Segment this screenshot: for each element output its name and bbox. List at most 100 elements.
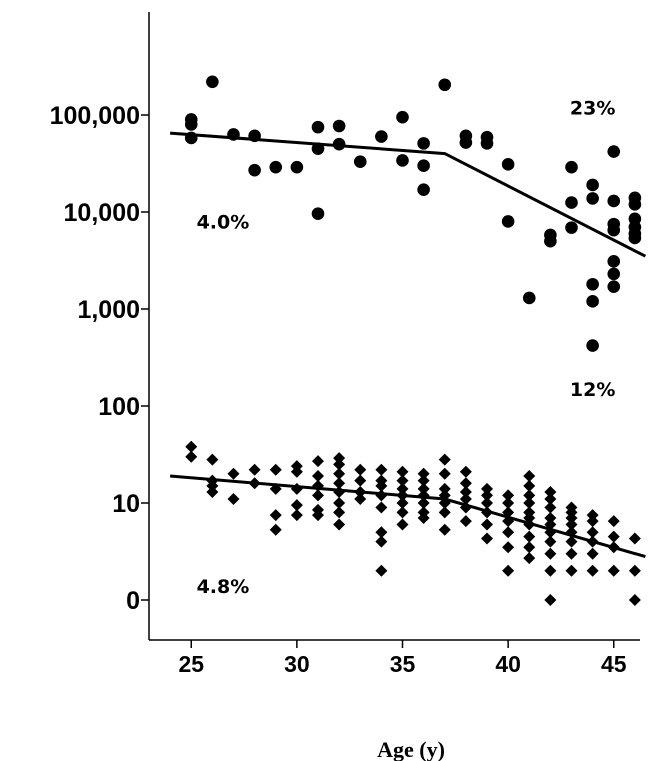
data-point-diamond: [502, 489, 515, 502]
axes: 0 10 100 1,000 10,000 100,000 25 30 35 40 45: [50, 12, 640, 677]
data-point-circle: [607, 145, 621, 158]
data-point-circle: [501, 215, 515, 228]
data-point-circle: [628, 231, 642, 245]
data-point-circle: [607, 280, 621, 293]
data-point-diamond: [607, 530, 620, 543]
series-layer: [169, 75, 647, 606]
data-point-diamond: [333, 452, 346, 465]
data-point-circle: [417, 159, 430, 173]
data-point-diamond: [396, 518, 409, 531]
data-point-diamond: [523, 489, 536, 502]
data-point-diamond: [312, 469, 324, 482]
data-point-diamond: [544, 564, 557, 577]
data-point-diamond: [481, 482, 493, 495]
data-point-diamond: [628, 564, 641, 577]
data-point-circle: [396, 110, 409, 124]
data-point-diamond: [586, 515, 599, 528]
data-point-circle: [522, 291, 536, 305]
data-point-diamond: [459, 485, 472, 498]
data-point-diamond: [290, 509, 303, 522]
data-point-diamond: [544, 594, 557, 606]
data-point-circle: [607, 255, 621, 268]
data-point-diamond: [523, 497, 536, 509]
data-point-circle: [396, 154, 409, 167]
data-point-diamond: [438, 523, 451, 536]
rate-annotation: 12%: [570, 379, 615, 401]
data-point-diamond: [544, 501, 557, 514]
data-point-diamond: [565, 512, 578, 525]
data-point-diamond: [417, 467, 430, 480]
data-point-diamond: [417, 482, 430, 495]
data-point-diamond: [375, 535, 388, 548]
data-point-diamond: [459, 465, 472, 478]
data-point-circle: [565, 160, 578, 174]
data-point-diamond: [586, 564, 599, 577]
data-point-diamond: [586, 509, 599, 522]
data-point-circle: [311, 120, 325, 134]
annotations: 23% 4.0% 12% 4.8%: [197, 97, 616, 598]
data-point-diamond: [396, 474, 409, 487]
data-point-diamond: [502, 526, 515, 539]
data-point-circle: [438, 78, 452, 92]
data-point-circle: [607, 267, 621, 281]
data-point-diamond: [333, 506, 346, 519]
data-point-diamond: [502, 541, 515, 554]
data-point-diamond: [565, 564, 578, 577]
data-point-diamond: [459, 492, 472, 505]
data-point-diamond: [185, 440, 198, 453]
data-point-diamond: [481, 532, 493, 545]
data-point-diamond: [607, 515, 620, 528]
data-point-diamond: [269, 463, 282, 476]
rate-annotation: 4.8%: [197, 576, 250, 598]
data-point-circle: [586, 178, 599, 192]
data-point-circle: [417, 137, 430, 150]
data-point-diamond: [206, 453, 219, 466]
data-point-diamond: [586, 526, 599, 539]
data-point-circle: [607, 194, 621, 208]
data-point-diamond: [375, 479, 388, 492]
data-point-diamond: [607, 564, 620, 577]
data-point-diamond: [333, 477, 346, 490]
data-point-diamond: [544, 535, 557, 548]
data-point-diamond: [438, 453, 451, 466]
data-point-diamond: [438, 467, 451, 480]
data-point-diamond: [481, 518, 493, 531]
data-point-diamond: [396, 497, 409, 509]
data-point-diamond: [312, 509, 324, 522]
data-point-diamond: [290, 465, 303, 478]
data-point-diamond: [185, 450, 198, 463]
data-point-diamond: [290, 482, 303, 495]
data-point-diamond: [312, 489, 324, 502]
data-point-diamond: [375, 526, 388, 539]
y-tick-label: 10,000: [64, 199, 140, 227]
data-point-circle: [565, 196, 578, 209]
x-tick-label: 25: [178, 651, 204, 677]
data-point-diamond: [227, 492, 240, 505]
data-point-diamond: [206, 485, 219, 498]
data-point-diamond: [227, 467, 240, 480]
data-point-circle: [206, 75, 219, 89]
data-point-diamond: [375, 463, 388, 476]
data-point-diamond: [544, 492, 557, 505]
data-point-diamond: [248, 463, 261, 476]
data-point-diamond: [544, 547, 557, 560]
data-point-circle: [332, 119, 346, 133]
data-point-diamond: [333, 497, 346, 509]
data-point-diamond: [586, 547, 599, 560]
trend-line: [169, 131, 647, 258]
data-point-circle: [544, 234, 557, 248]
data-point-diamond: [628, 594, 641, 606]
data-point-diamond: [459, 515, 472, 528]
data-point-diamond: [523, 479, 536, 492]
data-point-diamond: [354, 492, 367, 505]
data-point-circle: [628, 198, 642, 211]
data-point-diamond: [459, 477, 472, 490]
data-point-diamond: [481, 489, 493, 502]
data-point-diamond: [396, 482, 409, 495]
data-point-diamond: [354, 463, 367, 476]
rate-annotation: 4.0%: [197, 211, 250, 233]
data-point-diamond: [396, 465, 409, 478]
data-point-diamond: [375, 501, 388, 514]
data-point-circle: [586, 192, 599, 205]
